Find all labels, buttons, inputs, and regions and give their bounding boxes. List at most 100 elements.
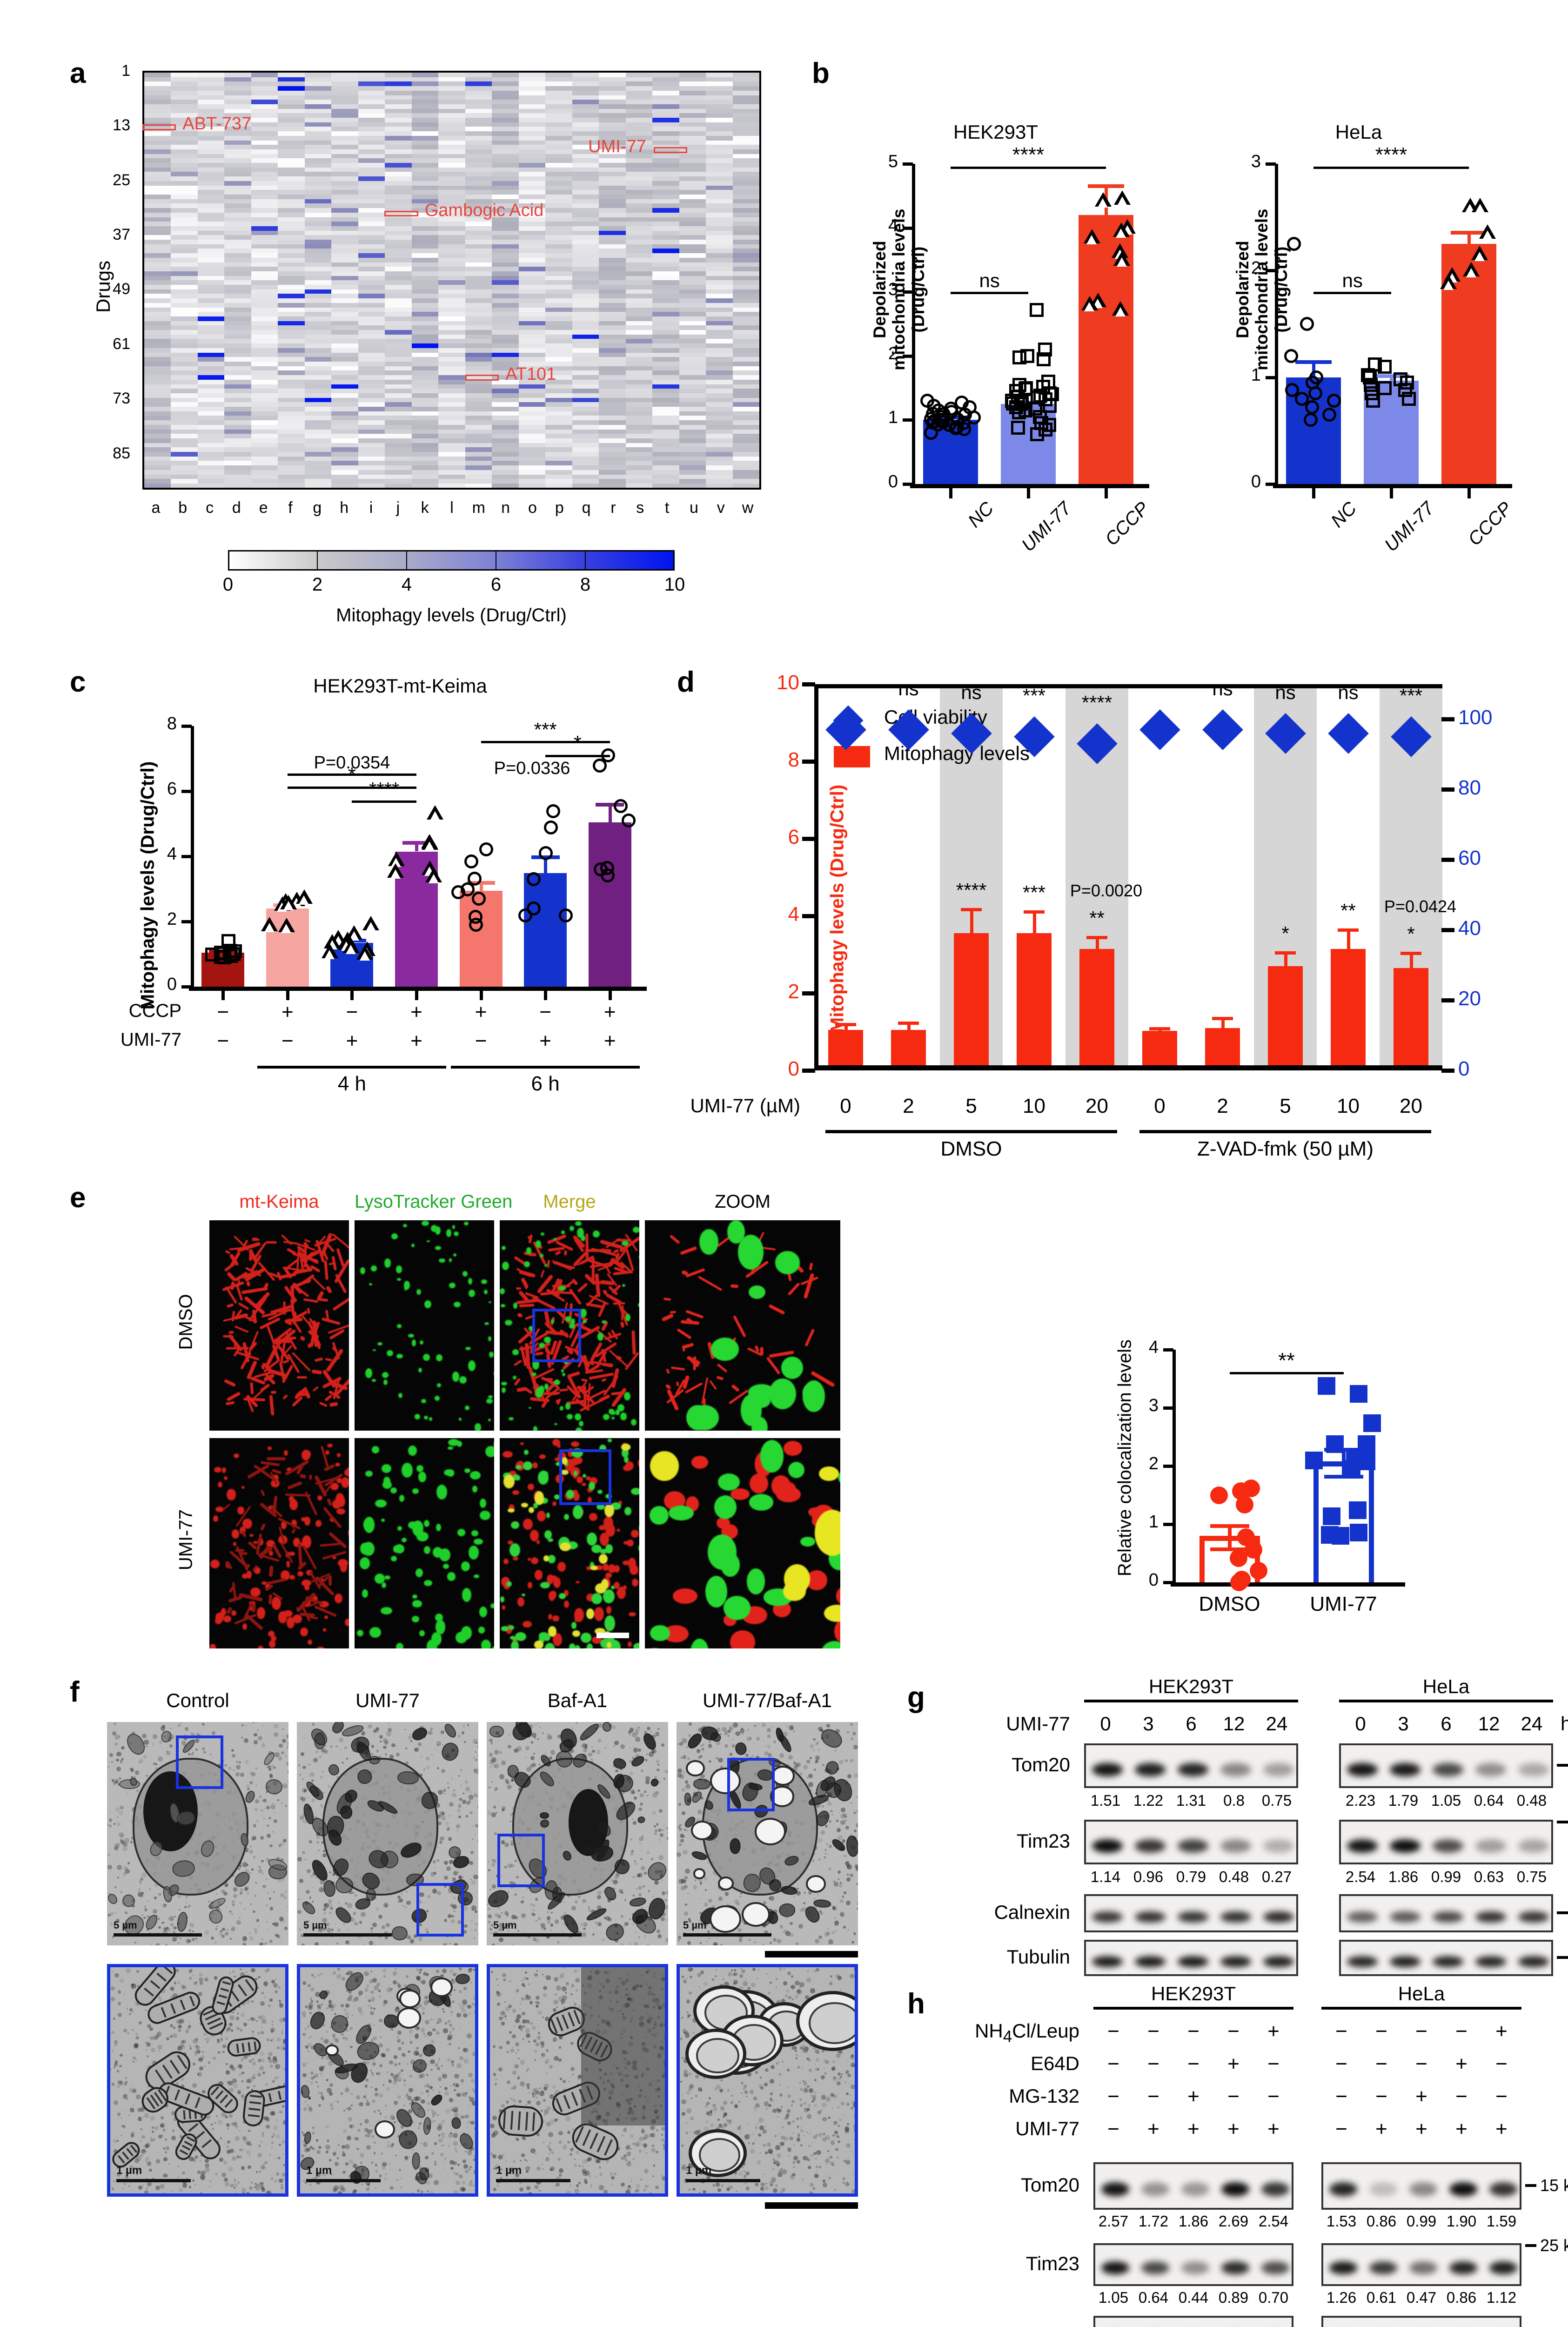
heatmap-cell xyxy=(331,484,358,488)
y-tick-mark xyxy=(1163,1406,1173,1410)
micrograph-mito-filament xyxy=(291,1352,310,1372)
data-point-circle xyxy=(601,868,615,882)
heatmap-cell xyxy=(465,398,492,403)
heatmap-cell xyxy=(251,335,278,339)
heatmap-cell xyxy=(626,95,652,100)
heatmap-cell xyxy=(652,280,679,285)
heatmap-cell xyxy=(706,222,732,226)
heatmap-cell xyxy=(465,479,492,484)
tem-grain xyxy=(242,1942,246,1945)
micrograph-signal-blob xyxy=(510,1636,515,1640)
error-bar-cap xyxy=(835,1023,856,1026)
heatmap-cell xyxy=(679,127,706,131)
zoom-region-box-dmso[interactable] xyxy=(532,1309,581,1362)
heatmap-cell xyxy=(305,77,331,82)
y-tick-label: 4 xyxy=(1112,1338,1159,1358)
tem-grain xyxy=(322,1771,324,1773)
micrograph-mito-filament xyxy=(224,1379,236,1387)
heatmap-cell xyxy=(224,434,251,438)
heatmap-cell xyxy=(358,217,385,222)
tem-grain xyxy=(287,1745,288,1750)
right-y-tick-label: 80 xyxy=(1458,776,1514,800)
heatmap-cell xyxy=(358,438,385,443)
y-axis xyxy=(1275,164,1278,484)
heatmap-xtick: v xyxy=(708,499,734,517)
heatmap-cell xyxy=(224,222,251,226)
heatmap-cell xyxy=(198,276,224,281)
heatmap-cell xyxy=(224,231,251,235)
tem-zoom-region-box[interactable] xyxy=(176,1735,223,1789)
tem-grain xyxy=(113,1782,116,1785)
tem-grain xyxy=(441,1730,444,1734)
heatmap-cell xyxy=(144,149,171,154)
tem-grain xyxy=(438,1822,442,1825)
heatmap-cell xyxy=(545,91,572,95)
micrograph-signal-blob xyxy=(508,1508,515,1513)
heatmap-cell xyxy=(305,95,331,100)
tem-grain xyxy=(284,1897,287,1899)
heatmap-cell xyxy=(706,430,732,434)
micrograph-signal-blob xyxy=(387,1350,393,1356)
tem-grain xyxy=(233,1769,235,1771)
heatmap-cell xyxy=(519,289,545,294)
micrograph-signal-blob xyxy=(324,1615,328,1619)
tem-grain xyxy=(402,1905,404,1907)
heatmap-cell xyxy=(465,149,492,154)
heatmap-cell xyxy=(706,95,732,100)
micrograph-mito-filament xyxy=(581,1378,588,1381)
heatmap-cell xyxy=(171,240,197,244)
heatmap-cell xyxy=(545,73,572,77)
heatmap-cell xyxy=(679,375,706,380)
heatmap-cell xyxy=(572,303,599,308)
tem-grain xyxy=(231,1913,234,1916)
micrograph-mito-filament xyxy=(312,1277,326,1290)
heatmap-cell xyxy=(626,308,652,312)
tem-grain xyxy=(109,1753,113,1757)
heatmap-cell xyxy=(198,289,224,294)
tem-grain xyxy=(353,1912,356,1915)
heatmap-cell xyxy=(706,235,732,240)
micrograph-signal-blob xyxy=(544,1384,549,1389)
heatmap-cell xyxy=(599,113,625,118)
heatmap-cell xyxy=(679,294,706,298)
heatmap-cell xyxy=(733,402,759,407)
heatmap-cell xyxy=(198,253,224,258)
heatmap-cell xyxy=(144,190,171,195)
micrograph-mito-filament xyxy=(268,1594,272,1604)
heatmap-cell xyxy=(171,267,197,271)
micrograph-signal-blob xyxy=(403,1224,407,1227)
heatmap-cell xyxy=(465,343,492,348)
tem-grain xyxy=(130,1841,133,1843)
heatmap-cell xyxy=(331,109,358,114)
heatmap-cell xyxy=(224,384,251,389)
heatmap-cell xyxy=(626,158,652,163)
heatmap-cell xyxy=(171,479,197,484)
heatmap-cell xyxy=(331,81,358,86)
heatmap-cell xyxy=(545,312,572,316)
micrograph-signal-blob xyxy=(529,1407,531,1409)
heatmap-cell xyxy=(412,475,438,479)
heatmap-cell xyxy=(385,384,411,389)
heatmap-cell xyxy=(679,118,706,122)
tem-grain xyxy=(246,1725,247,1727)
heatmap-cell xyxy=(144,235,171,240)
zoom-region-box-umi77[interactable] xyxy=(559,1449,611,1505)
data-point-square xyxy=(1361,368,1375,382)
heatmap-cell xyxy=(251,398,278,403)
heatmap-cell xyxy=(572,163,599,168)
data-point-square xyxy=(1326,1435,1344,1453)
micrograph-signal-blob xyxy=(650,1451,679,1481)
micrograph-signal-blob xyxy=(535,1570,542,1580)
heatmap-cell xyxy=(519,447,545,452)
heatmap-cell xyxy=(224,280,251,285)
heatmap-cell xyxy=(331,267,358,271)
heatmap-cell xyxy=(599,294,625,298)
micrograph-mito-filament xyxy=(731,1384,740,1392)
heatmap-annotation-label: AT101 xyxy=(505,364,645,384)
micrograph-signal-blob xyxy=(382,1481,392,1489)
micrograph-signal-blob xyxy=(372,1446,379,1453)
heatmap-cell xyxy=(278,86,304,91)
x-tick-mark xyxy=(544,991,547,1000)
data-point-square xyxy=(1012,350,1026,364)
left-y-tick-mark xyxy=(802,914,815,918)
